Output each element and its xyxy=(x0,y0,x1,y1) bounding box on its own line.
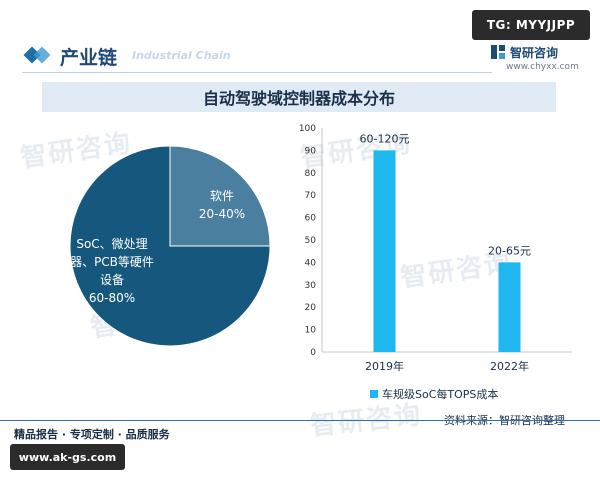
y-tick-label: 70 xyxy=(305,191,317,201)
pie-label: 软件 xyxy=(210,189,234,203)
y-tick-label: 20 xyxy=(305,303,317,313)
pie-slice xyxy=(69,145,271,347)
url-badge: www.ak-gs.com xyxy=(10,444,125,470)
y-tick-label: 80 xyxy=(305,169,317,179)
pie-value-label: 60-80% xyxy=(89,291,135,305)
chart-title-band: 自动驾驶域控制器成本分布 xyxy=(42,82,556,112)
bar-data-label: 60-120元 xyxy=(360,132,410,145)
x-tick-label: 2019年 xyxy=(365,359,404,373)
pie-label: 器、PCB等硬件 xyxy=(70,255,154,269)
tg-badge: TG: MYYJJPP xyxy=(472,10,590,40)
section-title: 产业链 xyxy=(60,47,118,69)
y-tick-label: 50 xyxy=(305,236,317,246)
x-tick-label: 2022年 xyxy=(490,359,529,373)
chart-title: 自动驾驶域控制器成本分布 xyxy=(202,89,395,108)
section-header: 产业链 Industrial Chain xyxy=(22,40,582,74)
pie-slice xyxy=(169,145,271,247)
brand-name: 智研咨询 xyxy=(510,46,559,60)
header-divider xyxy=(22,72,492,73)
y-tick-label: 90 xyxy=(305,146,317,156)
y-tick-label: 0 xyxy=(310,348,316,358)
footer-divider xyxy=(0,420,600,421)
bar-chart-svg: 0 10 20 30 40 50 60 70 80 90 100 60-120元 2019年 20-65元… xyxy=(299,124,572,373)
brand-url: www.chyxx.com xyxy=(506,62,579,72)
bar xyxy=(498,262,521,352)
bar-data-label: 20-65元 xyxy=(488,244,531,257)
bar-legend: 车规级SoC每TOPS成本 xyxy=(370,386,498,402)
bar xyxy=(373,150,396,352)
y-tick-label: 60 xyxy=(305,214,317,224)
legend-swatch xyxy=(370,390,378,398)
y-tick-label: 100 xyxy=(299,124,316,134)
bar-chart: 0 10 20 30 40 50 60 70 80 90 100 60-120元 2019年 20-65元… xyxy=(296,118,586,408)
y-tick-label: 10 xyxy=(305,326,317,336)
pie-label: 设备 xyxy=(100,273,124,287)
legend-label: 车规级SoC每TOPS成本 xyxy=(382,388,499,401)
y-tick-label: 40 xyxy=(305,258,317,268)
diamond-icon xyxy=(33,46,51,64)
pie-chart: 软件 20-40% SoC、微处理 器、PCB等硬件 设备 60-80% xyxy=(0,120,300,390)
y-tick-label: 30 xyxy=(305,281,317,291)
pie-value-label: 20-40% xyxy=(199,207,245,221)
section-subtitle: Industrial Chain xyxy=(132,49,231,62)
footer-tagline: 精品报告 · 专项定制 · 品质服务 xyxy=(14,428,170,441)
brand-logo-icon xyxy=(491,45,505,59)
pie-label: SoC、微处理 xyxy=(76,237,147,251)
